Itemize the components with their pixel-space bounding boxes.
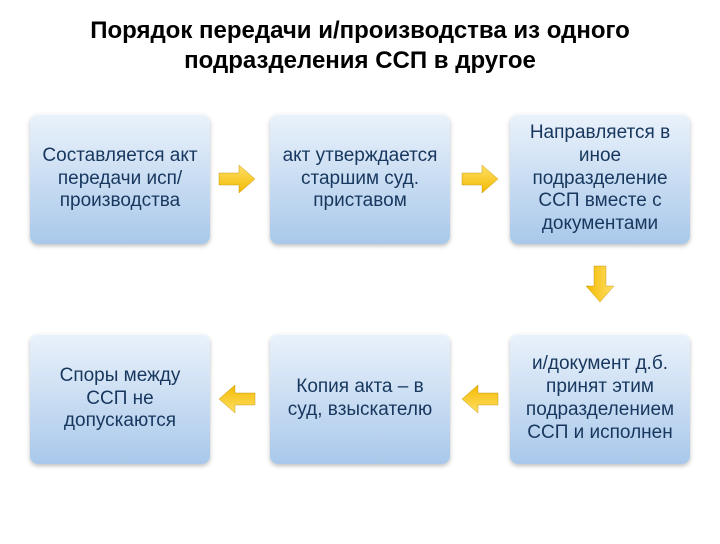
flow-node-n3: Направляется в иное подразделение ССП вм… (510, 114, 690, 244)
flow-node-n5: Копия акта – в суд, взыскателю (270, 334, 450, 464)
flow-node-label: акт утверждается старшим суд. приставом (278, 145, 442, 213)
flow-arrow-n3-n4 (580, 264, 620, 304)
flow-arrow-n1-n2 (217, 159, 257, 199)
flow-arrow-n5-n6 (217, 379, 257, 419)
flow-node-label: Копия акта – в суд, взыскателю (278, 376, 442, 422)
flow-node-n2: акт утверждается старшим суд. приставом (270, 114, 450, 244)
flow-node-n6: Споры между ССП не допускаются (30, 334, 210, 464)
flow-node-label: Составляется акт передачи исп/производст… (38, 145, 202, 213)
flow-node-label: Споры между ССП не допускаются (38, 365, 202, 433)
flow-node-label: Направляется в иное подразделение ССП вм… (518, 122, 682, 236)
page-title: Порядок передачи и/производства из одног… (0, 0, 720, 84)
flow-node-n1: Составляется акт передачи исп/производст… (30, 114, 210, 244)
flow-node-label: и/документ д.б. принят этим подразделени… (518, 353, 682, 444)
diagram-canvas: Составляется акт передачи исп/производст… (0, 84, 720, 544)
flow-arrow-n2-n3 (460, 159, 500, 199)
flow-arrow-n4-n5 (460, 379, 500, 419)
flow-node-n4: и/документ д.б. принят этим подразделени… (510, 334, 690, 464)
